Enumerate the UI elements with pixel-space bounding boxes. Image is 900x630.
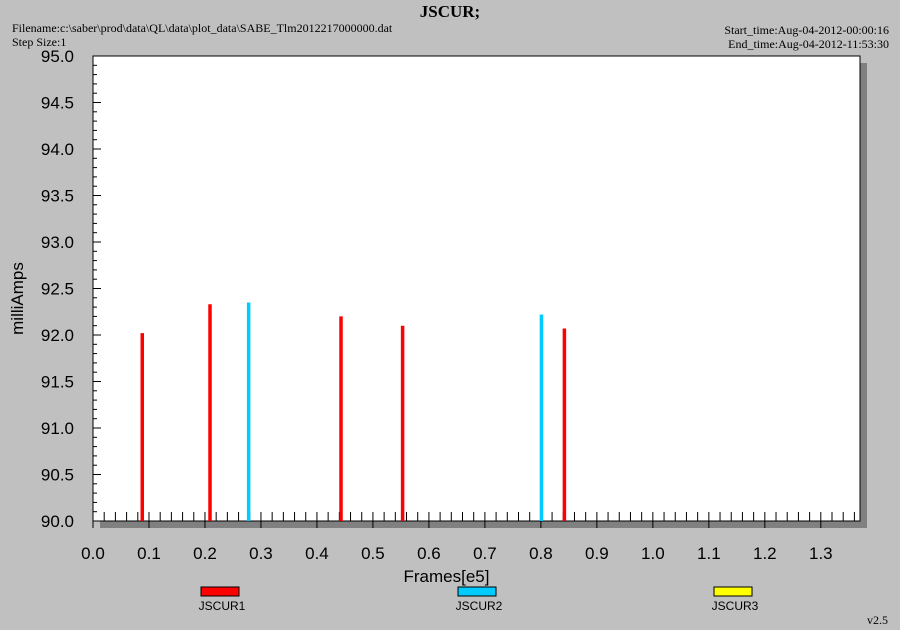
y-tick-label: 93.0 xyxy=(41,233,74,252)
y-tick-label: 95.0 xyxy=(41,47,74,66)
x-tick-label: 1.1 xyxy=(697,544,721,563)
chart-title: JSCUR; xyxy=(419,2,481,21)
x-tick-label: 0.6 xyxy=(417,544,441,563)
legend-swatch xyxy=(457,586,497,597)
x-tick-label: 0.7 xyxy=(473,544,497,563)
x-tick-label: 0.8 xyxy=(529,544,553,563)
x-tick-label: 1.0 xyxy=(641,544,665,563)
x-tick-label: 0.4 xyxy=(305,544,329,563)
filename-label: Filename:c:\saber\prod\data\QL\data\plot… xyxy=(12,21,393,35)
end-time-label: End_time:Aug-04-2012-11:53:30 xyxy=(728,37,889,51)
y-tick-label: 90.0 xyxy=(41,512,74,531)
x-tick-label: 0.9 xyxy=(585,544,609,563)
y-axis-label: milliAmps xyxy=(8,262,27,335)
y-tick-label: 93.5 xyxy=(41,187,74,206)
x-tick-label: 0.3 xyxy=(249,544,273,563)
y-tick-label: 91.0 xyxy=(41,419,74,438)
step-size-label: Step Size:1 xyxy=(12,35,67,49)
legend-swatch xyxy=(200,586,240,597)
x-tick-label: 0.2 xyxy=(193,544,217,563)
y-tick-label: 90.5 xyxy=(41,466,74,485)
y-tick-label: 92.5 xyxy=(41,280,74,299)
x-tick-label: 0.1 xyxy=(137,544,161,563)
x-axis-label: Frames[e5] xyxy=(404,567,490,586)
y-tick-label: 91.5 xyxy=(41,373,74,392)
y-tick-label: 94.0 xyxy=(41,140,74,159)
x-tick-label: 0.5 xyxy=(361,544,385,563)
start-time-label: Start_time:Aug-04-2012-00:00:16 xyxy=(724,23,889,37)
legend-label: JSCUR3 xyxy=(712,599,759,613)
x-tick-label: 0.0 xyxy=(81,544,105,563)
x-tick-label: 1.3 xyxy=(809,544,833,563)
version-label: v2.5 xyxy=(867,613,888,627)
legend-label: JSCUR1 xyxy=(199,599,246,613)
y-tick-label: 94.5 xyxy=(41,94,74,113)
x-tick-label: 1.2 xyxy=(753,544,777,563)
legend-label: JSCUR2 xyxy=(456,599,503,613)
y-tick-label: 92.0 xyxy=(41,326,74,345)
plot-area xyxy=(92,55,861,522)
legend-swatch xyxy=(713,586,753,597)
